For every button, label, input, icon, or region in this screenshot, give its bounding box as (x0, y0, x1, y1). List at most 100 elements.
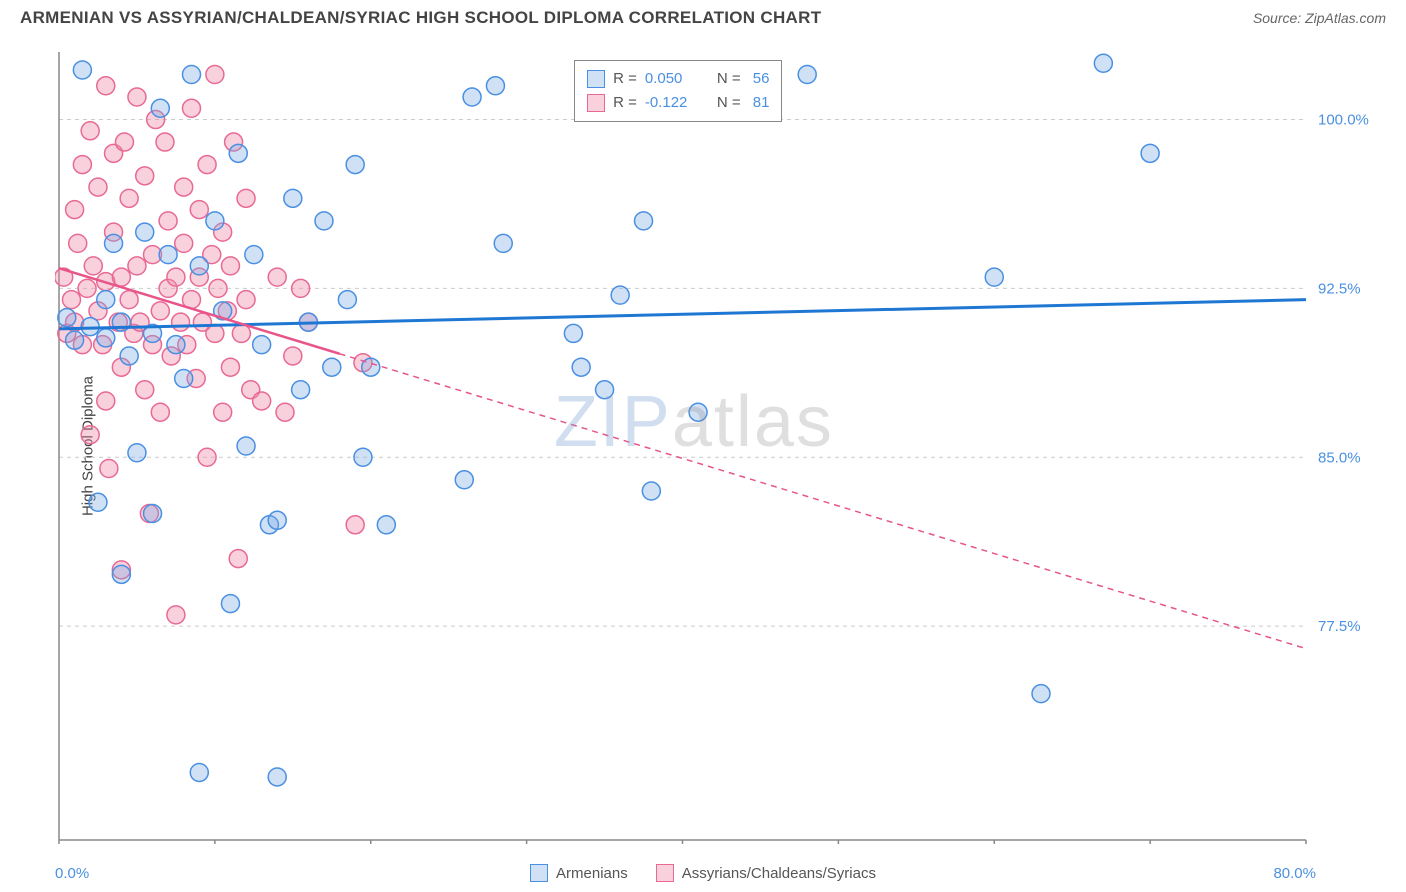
y-tick-label: 85.0% (1318, 449, 1361, 466)
legend-label: Assyrians/Chaldeans/Syriacs (682, 865, 876, 882)
y-tick-label: 100.0% (1318, 112, 1369, 129)
data-point-assyrians (209, 279, 227, 297)
chart-plot-area: 100.0%92.5%85.0%77.5% R =0.050N = 56R =-… (55, 48, 1386, 844)
data-point-assyrians (128, 257, 146, 275)
data-point-assyrians (136, 167, 154, 185)
data-point-armenians (190, 257, 208, 275)
data-point-armenians (237, 437, 255, 455)
scatter-plot-svg: 100.0% 92.5% 85.0% 77.5% (55, 48, 1386, 844)
data-point-armenians (323, 358, 341, 376)
data-point-armenians (1141, 144, 1159, 162)
data-point-armenians (635, 212, 653, 230)
data-point-armenians (455, 471, 473, 489)
legend-item-armenians: Armenians (530, 864, 628, 882)
data-point-armenians (144, 505, 162, 523)
data-point-assyrians (128, 88, 146, 106)
stats-swatch-armenians (587, 70, 605, 88)
data-point-assyrians (172, 313, 190, 331)
source-name: ZipAtlas.com (1305, 10, 1386, 26)
data-point-armenians (268, 768, 286, 786)
stats-n-value: 81 (749, 91, 770, 115)
data-point-assyrians (100, 460, 118, 478)
data-point-assyrians (175, 234, 193, 252)
data-point-assyrians (206, 324, 224, 342)
y-tick-label: 77.5% (1318, 618, 1361, 635)
data-point-armenians (73, 61, 91, 79)
y-tick-label: 92.5% (1318, 280, 1361, 297)
data-point-assyrians (175, 178, 193, 196)
source-label: Source: (1253, 10, 1305, 26)
data-point-armenians (315, 212, 333, 230)
correlation-stats-box: R =0.050N = 56R =-0.122N = 81 (574, 60, 782, 122)
data-point-assyrians (78, 279, 96, 297)
data-point-assyrians (151, 302, 169, 320)
data-point-assyrians (276, 403, 294, 421)
chart-title: ARMENIAN VS ASSYRIAN/CHALDEAN/SYRIAC HIG… (20, 8, 821, 28)
data-point-assyrians (120, 291, 138, 309)
data-point-assyrians (229, 550, 247, 568)
data-point-assyrians (62, 291, 80, 309)
data-point-assyrians (156, 133, 174, 151)
data-point-assyrians (221, 257, 239, 275)
data-point-armenians (159, 246, 177, 264)
data-point-armenians (175, 369, 193, 387)
data-point-armenians (136, 223, 154, 241)
data-point-armenians (58, 309, 76, 327)
data-point-armenians (253, 336, 271, 354)
data-point-assyrians (284, 347, 302, 365)
data-point-armenians (229, 144, 247, 162)
data-point-assyrians (73, 156, 91, 174)
data-point-armenians (564, 324, 582, 342)
data-point-armenians (167, 336, 185, 354)
data-point-assyrians (237, 291, 255, 309)
stats-n-label: N = (717, 67, 741, 91)
data-point-assyrians (237, 189, 255, 207)
data-point-assyrians (151, 403, 169, 421)
chart-header: ARMENIAN VS ASSYRIAN/CHALDEAN/SYRIAC HIG… (0, 0, 1406, 40)
stats-r-value: -0.122 (645, 91, 699, 115)
data-point-armenians (284, 189, 302, 207)
data-point-assyrians (232, 324, 250, 342)
data-point-armenians (985, 268, 1003, 286)
data-point-assyrians (97, 77, 115, 95)
legend-item-assyrians: Assyrians/Chaldeans/Syriacs (656, 864, 876, 882)
data-point-armenians (1032, 685, 1050, 703)
data-point-armenians (268, 511, 286, 529)
stats-n-value: 56 (749, 67, 770, 91)
data-point-assyrians (84, 257, 102, 275)
data-point-armenians (689, 403, 707, 421)
data-point-armenians (377, 516, 395, 534)
data-point-assyrians (253, 392, 271, 410)
data-point-armenians (151, 99, 169, 117)
legend-label: Armenians (556, 865, 628, 882)
data-point-assyrians (112, 268, 130, 286)
data-point-assyrians (81, 426, 99, 444)
data-point-armenians (354, 448, 372, 466)
data-point-armenians (97, 291, 115, 309)
data-point-assyrians (69, 234, 87, 252)
data-point-armenians (245, 246, 263, 264)
source-attribution: Source: ZipAtlas.com (1253, 10, 1386, 26)
stats-r-label: R = (613, 91, 637, 115)
data-point-armenians (463, 88, 481, 106)
data-point-armenians (120, 347, 138, 365)
data-point-assyrians (66, 201, 84, 219)
data-point-assyrians (136, 381, 154, 399)
data-point-armenians (346, 156, 364, 174)
data-point-assyrians (89, 178, 107, 196)
data-point-assyrians (198, 448, 216, 466)
data-point-armenians (572, 358, 590, 376)
data-point-assyrians (292, 279, 310, 297)
data-point-armenians (128, 444, 146, 462)
data-point-assyrians (190, 201, 208, 219)
data-point-armenians (112, 565, 130, 583)
data-point-armenians (642, 482, 660, 500)
data-point-armenians (486, 77, 504, 95)
data-point-armenians (182, 66, 200, 84)
stats-swatch-assyrians (587, 94, 605, 112)
data-point-assyrians (81, 122, 99, 140)
data-point-armenians (292, 381, 310, 399)
data-point-assyrians (182, 99, 200, 117)
data-point-armenians (105, 234, 123, 252)
data-point-armenians (494, 234, 512, 252)
